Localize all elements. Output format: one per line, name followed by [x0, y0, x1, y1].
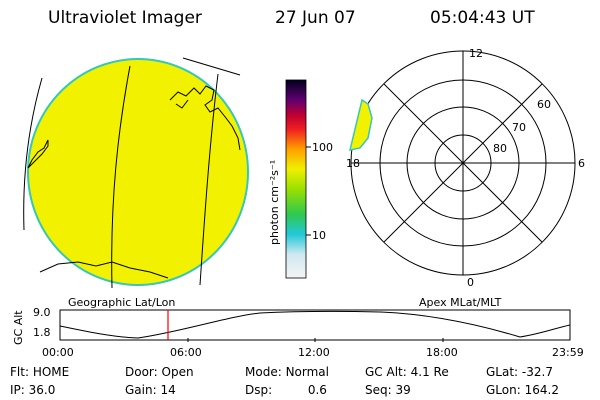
longitude-line	[111, 65, 131, 289]
polar-mlt-label-0: 0	[467, 276, 474, 289]
status-door-label: Door:	[125, 365, 158, 379]
polar-lat-label-80: 80	[493, 142, 507, 155]
altitude-ylabel: GC Alt	[12, 310, 25, 345]
status-mode: Mode: Normal	[245, 365, 329, 379]
status-glon: GLon: 164.2	[486, 383, 559, 397]
colorbar-unit-label: photon cm⁻²s⁻¹	[268, 159, 281, 245]
latitude-line	[182, 57, 241, 76]
polar-mlt-label-6: 6	[578, 157, 585, 170]
status-gain-value: 14	[160, 383, 176, 397]
polar-lat-label-70: 70	[512, 121, 526, 134]
status-dsp-value: 0.6	[307, 383, 327, 397]
polar-image-patch	[348, 98, 373, 151]
geographic-disk	[23, 57, 249, 289]
status-door-value: Open	[161, 365, 194, 379]
status-gcalt-value: 4.1 Re	[410, 365, 449, 379]
colorbar-tick-label: 100	[312, 141, 333, 154]
coastline	[27, 139, 49, 169]
status-ip-value: 36.0	[28, 383, 56, 397]
polar-mlt-label-12: 12	[469, 47, 483, 60]
status-mode-value: Normal	[285, 365, 329, 379]
status-seq: Seq: 39	[365, 383, 411, 397]
status-dsp-label: Dsp:	[245, 383, 273, 397]
altitude-xtick: 06:00	[170, 346, 202, 359]
status-flt-value: HOME	[32, 365, 70, 379]
polar-axis	[383, 83, 543, 243]
status-ip: IP: 36.0	[10, 383, 55, 397]
coastline	[169, 85, 241, 151]
status-mode-label: Mode:	[245, 365, 282, 379]
status-flt: Flt: HOME	[10, 365, 69, 379]
status-gain: Gain: 14	[125, 383, 176, 397]
status-seq-label: Seq:	[365, 383, 392, 397]
altitude-ytick: 9.0	[33, 306, 51, 319]
altitude-frame	[59, 309, 571, 341]
status-dsp: Dsp: 0.6	[245, 383, 327, 397]
status-glat: GLat: -32.7	[486, 365, 553, 379]
altitude-ytick: 1.8	[33, 326, 51, 339]
longitude-line	[199, 73, 219, 286]
altitude-xtick: 00:00	[42, 346, 74, 359]
apex-label: Apex MLat/MLT	[419, 296, 502, 309]
altitude-xtick: 18:00	[426, 346, 458, 359]
status-glon-value: 164.2	[524, 383, 559, 397]
altitude-curve	[59, 310, 571, 339]
altitude-plot	[59, 309, 571, 342]
status-seq-value: 39	[395, 383, 411, 397]
altitude-xtick: 23:59	[552, 346, 584, 359]
status-gcalt-label: GC Alt:	[365, 365, 407, 379]
coastline	[39, 261, 169, 279]
status-glat-label: GLat:	[486, 365, 519, 379]
status-flt-label: Flt:	[10, 365, 29, 379]
colorbar	[285, 79, 307, 279]
longitude-line	[23, 77, 43, 231]
image-date: 27 Jun 07	[275, 8, 356, 28]
altitude-xtick: 12:00	[298, 346, 330, 359]
image-time: 05:04:43 UT	[430, 8, 535, 28]
status-glat-value: -32.7	[521, 365, 553, 379]
uv-disk	[27, 58, 249, 286]
geographic-label: Geographic Lat/Lon	[68, 296, 176, 309]
polar-mlt-label-18: 18	[346, 157, 360, 170]
status-gcalt: GC Alt: 4.1 Re	[365, 365, 449, 379]
apex-polar-plot	[348, 50, 576, 276]
colorbar-tick-label: 10	[312, 229, 326, 242]
status-door: Door: Open	[125, 365, 194, 379]
app-title: Ultraviolet Imager	[48, 8, 202, 28]
polar-lat-label-60: 60	[537, 98, 551, 111]
status-glon-label: GLon:	[486, 383, 521, 397]
status-gain-label: Gain:	[125, 383, 157, 397]
status-ip-label: IP:	[10, 383, 25, 397]
